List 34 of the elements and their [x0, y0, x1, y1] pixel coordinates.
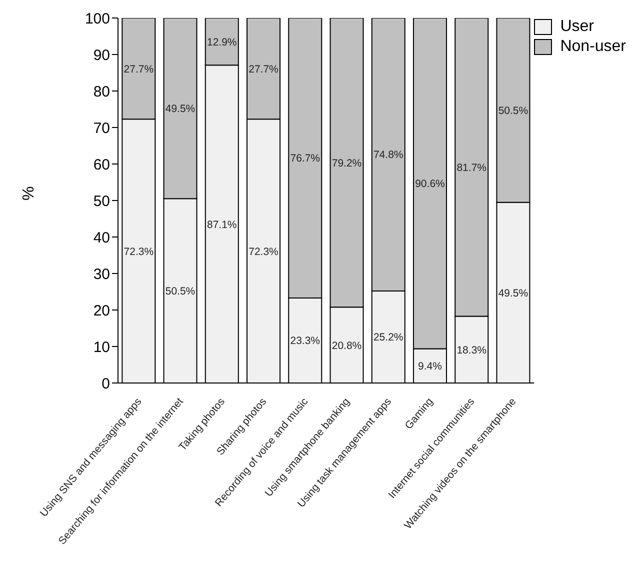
data-label: 79.2%: [332, 157, 362, 170]
y-tick-label: 0: [102, 375, 110, 392]
y-tick-label: 60: [93, 156, 110, 174]
y-tick-label: 70: [93, 120, 110, 137]
y-tick-label: 50: [93, 192, 110, 210]
data-label: 25.2%: [373, 332, 404, 344]
data-label: 50.5%: [165, 286, 196, 298]
data-label: 27.7%: [248, 63, 278, 76]
data-label: 76.7%: [290, 152, 320, 165]
data-label: 49.5%: [165, 103, 196, 116]
y-tick-label: 40: [93, 229, 110, 246]
data-label: 87.1%: [207, 218, 237, 231]
legend-label: User: [560, 18, 594, 36]
y-tick-label: 30: [93, 266, 110, 283]
data-label: 90.6%: [415, 178, 445, 190]
data-label: 23.3%: [290, 335, 320, 348]
y-tick-label: 20: [93, 302, 110, 320]
data-label: 9.4%: [418, 360, 442, 373]
y-tick-label: 80: [93, 83, 110, 100]
data-label: 49.5%: [498, 287, 528, 300]
y-tick-label: 10: [93, 338, 110, 356]
data-label: 72.3%: [124, 246, 154, 258]
y-tick-label: 100: [84, 10, 110, 28]
data-label: 27.7%: [124, 63, 154, 76]
data-label: 20.8%: [332, 340, 362, 352]
data-label: 72.3%: [248, 246, 278, 258]
data-label: 18.3%: [456, 344, 487, 356]
data-label: 74.8%: [373, 149, 404, 162]
y-tick-label: 90: [93, 46, 110, 64]
y-axis-title: %: [20, 186, 38, 200]
legend-label: Non-user: [560, 38, 626, 56]
data-label: 12.9%: [207, 36, 237, 48]
data-label: 81.7%: [456, 162, 487, 174]
data-label: 50.5%: [498, 104, 528, 117]
